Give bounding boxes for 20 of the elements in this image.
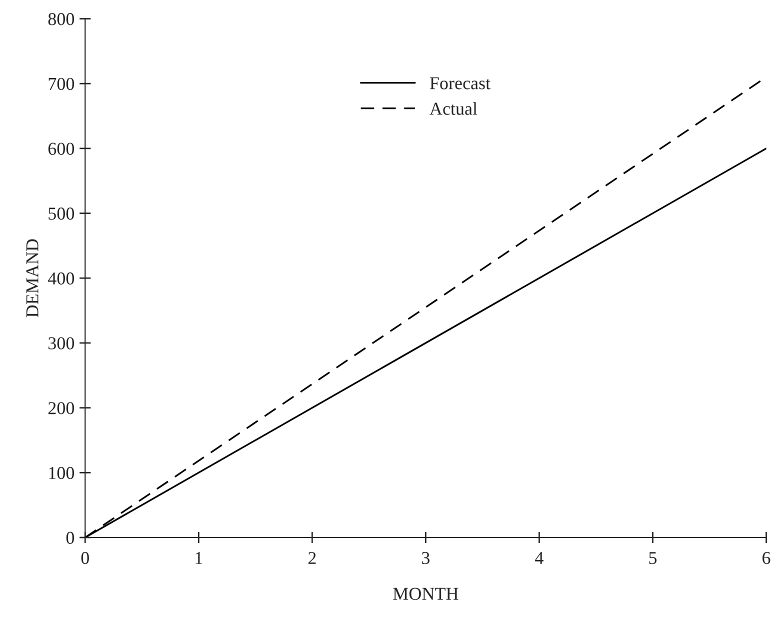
y-tick-label: 200 bbox=[48, 402, 74, 414]
y-tick-label: 800 bbox=[48, 13, 74, 26]
y-tick-label: 500 bbox=[48, 208, 74, 220]
x-tick-label: 2 bbox=[308, 552, 316, 564]
y-tick-label: 600 bbox=[48, 142, 74, 155]
y-tick-label: 100 bbox=[49, 466, 74, 480]
x-tick-label: 1 bbox=[196, 552, 202, 564]
y-tick-label: 0 bbox=[66, 532, 74, 544]
x-tick-label: 0 bbox=[81, 552, 89, 564]
y-tick-label: 400 bbox=[48, 272, 74, 285]
x-tick-label: 6 bbox=[762, 552, 770, 564]
x-tick-label: 4 bbox=[535, 552, 544, 564]
x-axis-title: MONTH bbox=[393, 588, 458, 600]
y-tick-label: 700 bbox=[48, 78, 74, 90]
x-tick-label: 3 bbox=[422, 552, 430, 564]
legend-label: Actual bbox=[430, 102, 478, 115]
y-tick-label: 300 bbox=[48, 337, 74, 350]
legend-label: Forecast bbox=[430, 77, 490, 90]
y-axis-title: DEMAND bbox=[26, 239, 38, 318]
x-tick-label: 5 bbox=[649, 552, 657, 564]
